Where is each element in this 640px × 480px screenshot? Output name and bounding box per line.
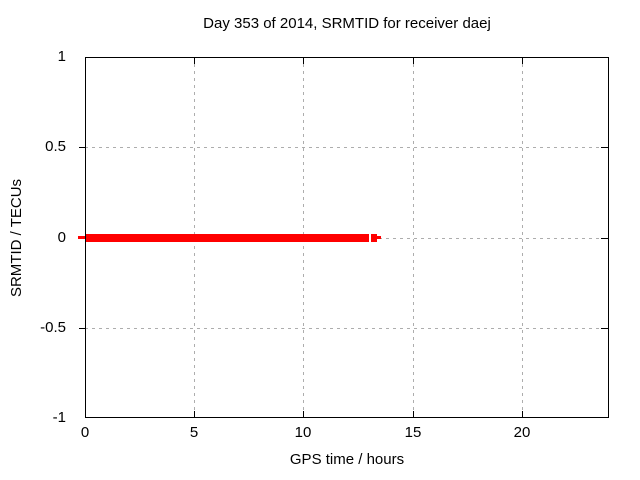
gridline-vertical [413,57,414,418]
y-tick-label: 0.5 [45,138,66,155]
x-tick-label: 10 [294,424,312,441]
x-tick-mark-bottom [413,411,414,417]
data-series-segment [377,236,381,239]
data-series-segment [371,234,377,242]
y-tick-label: 1 [57,48,66,65]
x-tick-mark-bottom [303,411,304,417]
plot-border [85,57,609,418]
data-series-segment [78,236,85,239]
y-tick-mark-right [601,147,608,148]
x-tick-mark-bottom [194,411,195,417]
y-tick-label: -1 [52,409,66,426]
y-tick-label: 0 [57,229,66,246]
gridline-horizontal [85,147,609,148]
x-axis-label: GPS time / hours [289,451,405,468]
data-series-segment [85,234,369,242]
x-tick-label: 15 [404,424,422,441]
x-tick-mark-bottom [522,411,523,417]
y-tick-label: -0.5 [40,319,66,336]
chart-title: Day 353 of 2014, SRMTID for receiver dae… [203,15,491,32]
x-tick-label: 20 [513,424,531,441]
gridline-horizontal [85,328,609,329]
gridline-vertical [522,57,523,418]
x-tick-mark-top [194,58,195,64]
y-tick-mark-left [79,328,85,329]
x-tick-label: 5 [189,424,199,441]
x-tick-mark-top [413,58,414,64]
y-tick-mark-right [601,328,608,329]
x-tick-label: 0 [80,424,90,441]
x-tick-mark-top [522,58,523,64]
y-tick-mark-left [79,147,85,148]
x-tick-mark-top [303,58,304,64]
y-tick-mark-right [601,238,608,239]
